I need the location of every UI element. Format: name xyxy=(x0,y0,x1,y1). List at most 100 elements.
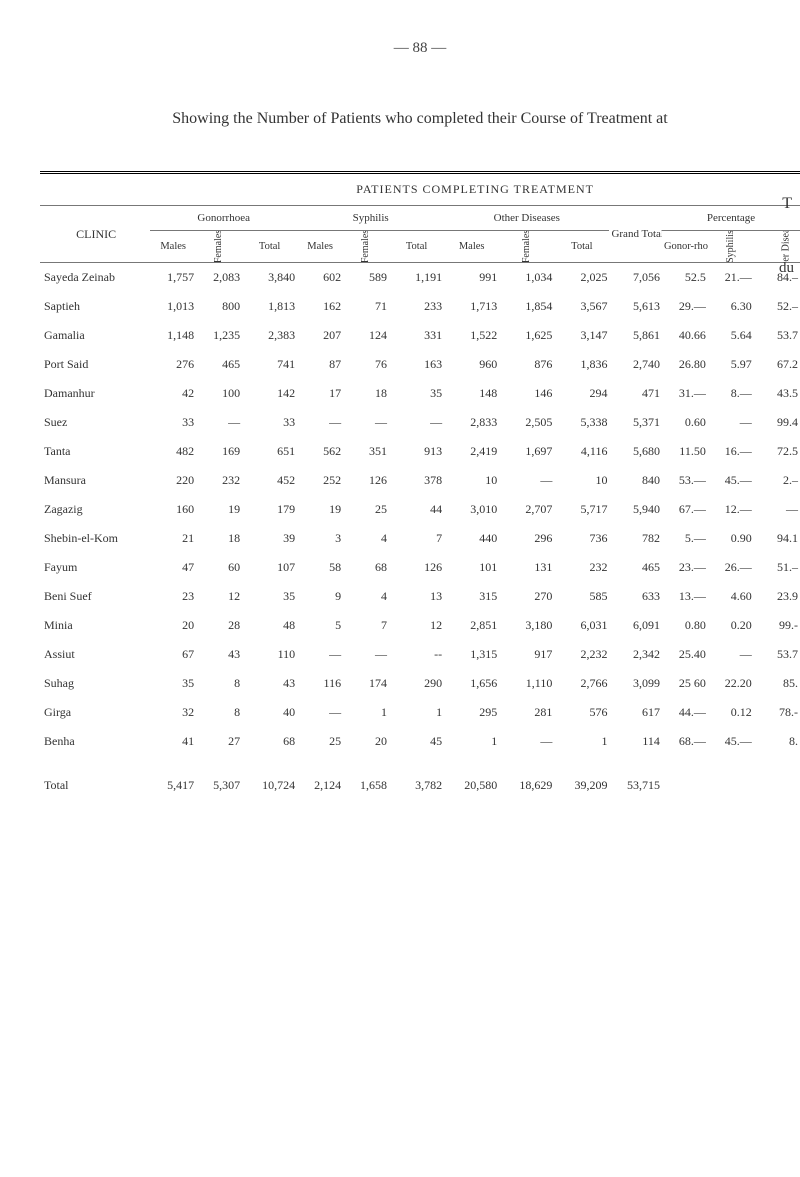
header-blank xyxy=(40,174,150,206)
gon-males: 41 xyxy=(150,727,196,756)
pct-syph: 0.90 xyxy=(708,524,754,553)
corner-letter: T xyxy=(782,195,792,213)
table-row: Girga32840—1129528157661744.—0.1278.- xyxy=(40,698,800,727)
syp-males: 17 xyxy=(297,379,343,408)
syp-total: 378 xyxy=(389,466,444,495)
gon-males: 42 xyxy=(150,379,196,408)
table-row: Zagazig160191791925443,0102,7075,7175,94… xyxy=(40,495,800,524)
pct-syph: 21.— xyxy=(708,263,754,293)
grand-total: 2,342 xyxy=(609,640,661,669)
clinic-name: Port Said xyxy=(40,350,150,379)
pct-gonor: 0.80 xyxy=(662,611,708,640)
syp-total: 12 xyxy=(389,611,444,640)
clinic-name: Suhag xyxy=(40,669,150,698)
syp-total: 13 xyxy=(389,582,444,611)
table-row: Port Said27646574187761639608761,8362,74… xyxy=(40,350,800,379)
oth-males: 148 xyxy=(444,379,499,408)
oth-females: 1,854 xyxy=(499,292,554,321)
table-row: Fayum4760107586812610113123246523.—26.—5… xyxy=(40,553,800,582)
grand-total: 6,091 xyxy=(609,611,661,640)
gon-total: 107 xyxy=(242,553,297,582)
oth-total: 232 xyxy=(554,553,609,582)
grand-total: 471 xyxy=(609,379,661,408)
syp-females: 1 xyxy=(343,698,389,727)
oth-total: 5,338 xyxy=(554,408,609,437)
oth-females: 3,180 xyxy=(499,611,554,640)
table-row: Mansura22023245225212637810—1084053.—45.… xyxy=(40,466,800,495)
syp-males: 252 xyxy=(297,466,343,495)
gon-total: 10,724 xyxy=(242,756,297,800)
pct-syph: 0.12 xyxy=(708,698,754,727)
pct-gonor: 23.— xyxy=(662,553,708,582)
syp-total: 163 xyxy=(389,350,444,379)
gon-females: 100 xyxy=(196,379,242,408)
oth-females: 270 xyxy=(499,582,554,611)
pct-syph: 12.— xyxy=(708,495,754,524)
syp-males: 9 xyxy=(297,582,343,611)
gon-total: 33 xyxy=(242,408,297,437)
pct-gonor: 40.66 xyxy=(662,321,708,350)
table-row: Tanta4821696515623519132,4191,6974,1165,… xyxy=(40,437,800,466)
syp-total: -- xyxy=(389,640,444,669)
gon-males: 47 xyxy=(150,553,196,582)
oth-total: 3,567 xyxy=(554,292,609,321)
gon-females: 800 xyxy=(196,292,242,321)
sub-oth-total: Total xyxy=(554,231,609,263)
gon-total: 35 xyxy=(242,582,297,611)
header-percentage: Percentage xyxy=(662,206,800,231)
gon-males: 1,148 xyxy=(150,321,196,350)
syp-males: — xyxy=(297,698,343,727)
sub-syp-females: Females xyxy=(343,231,389,263)
syp-females: 76 xyxy=(343,350,389,379)
syp-males: — xyxy=(297,640,343,669)
oth-males: 440 xyxy=(444,524,499,553)
syp-total: 1,191 xyxy=(389,263,444,293)
gon-females: 12 xyxy=(196,582,242,611)
page-number: — 88 — xyxy=(40,40,800,57)
gon-males: 1,013 xyxy=(150,292,196,321)
pct-gonor: 44.— xyxy=(662,698,708,727)
sub-pct-syph: Syphilis xyxy=(708,231,754,263)
sub-gon-males: Males xyxy=(150,231,196,263)
syp-total: 35 xyxy=(389,379,444,408)
oth-total: 5,717 xyxy=(554,495,609,524)
oth-total: 576 xyxy=(554,698,609,727)
grand-total: 2,740 xyxy=(609,350,661,379)
pct-syph: 16.— xyxy=(708,437,754,466)
pct-other: 43.5 xyxy=(754,379,800,408)
pct-syph: 22.20 xyxy=(708,669,754,698)
oth-females: 146 xyxy=(499,379,554,408)
oth-males: 1,713 xyxy=(444,292,499,321)
pct-other: 8. xyxy=(754,727,800,756)
oth-females: 1,034 xyxy=(499,263,554,293)
pct-syph: 6.30 xyxy=(708,292,754,321)
grand-total: 5,371 xyxy=(609,408,661,437)
oth-total: 2,025 xyxy=(554,263,609,293)
table-row: Gamalia1,1481,2352,3832071243311,5221,62… xyxy=(40,321,800,350)
syp-females: — xyxy=(343,640,389,669)
syp-females: 174 xyxy=(343,669,389,698)
oth-females: — xyxy=(499,466,554,495)
clinic-name: Beni Suef xyxy=(40,582,150,611)
syp-females: 18 xyxy=(343,379,389,408)
gon-males: 35 xyxy=(150,669,196,698)
gon-females: 27 xyxy=(196,727,242,756)
syp-total: 233 xyxy=(389,292,444,321)
gon-total: 48 xyxy=(242,611,297,640)
syp-males: 87 xyxy=(297,350,343,379)
grand-total: 114 xyxy=(609,727,661,756)
gon-total: 651 xyxy=(242,437,297,466)
clinic-name: Girga xyxy=(40,698,150,727)
pct-syph: — xyxy=(708,640,754,669)
grand-total: 5,680 xyxy=(609,437,661,466)
oth-males: 991 xyxy=(444,263,499,293)
pct-other: 72.5 xyxy=(754,437,800,466)
syp-females: 4 xyxy=(343,582,389,611)
oth-total: 10 xyxy=(554,466,609,495)
grand-total: 7,056 xyxy=(609,263,661,293)
gon-males: 33 xyxy=(150,408,196,437)
table-body: Sayeda Zeinab1,7572,0833,8406025891,1919… xyxy=(40,263,800,801)
gon-total: 3,840 xyxy=(242,263,297,293)
syp-total: 1 xyxy=(389,698,444,727)
gon-males: 23 xyxy=(150,582,196,611)
